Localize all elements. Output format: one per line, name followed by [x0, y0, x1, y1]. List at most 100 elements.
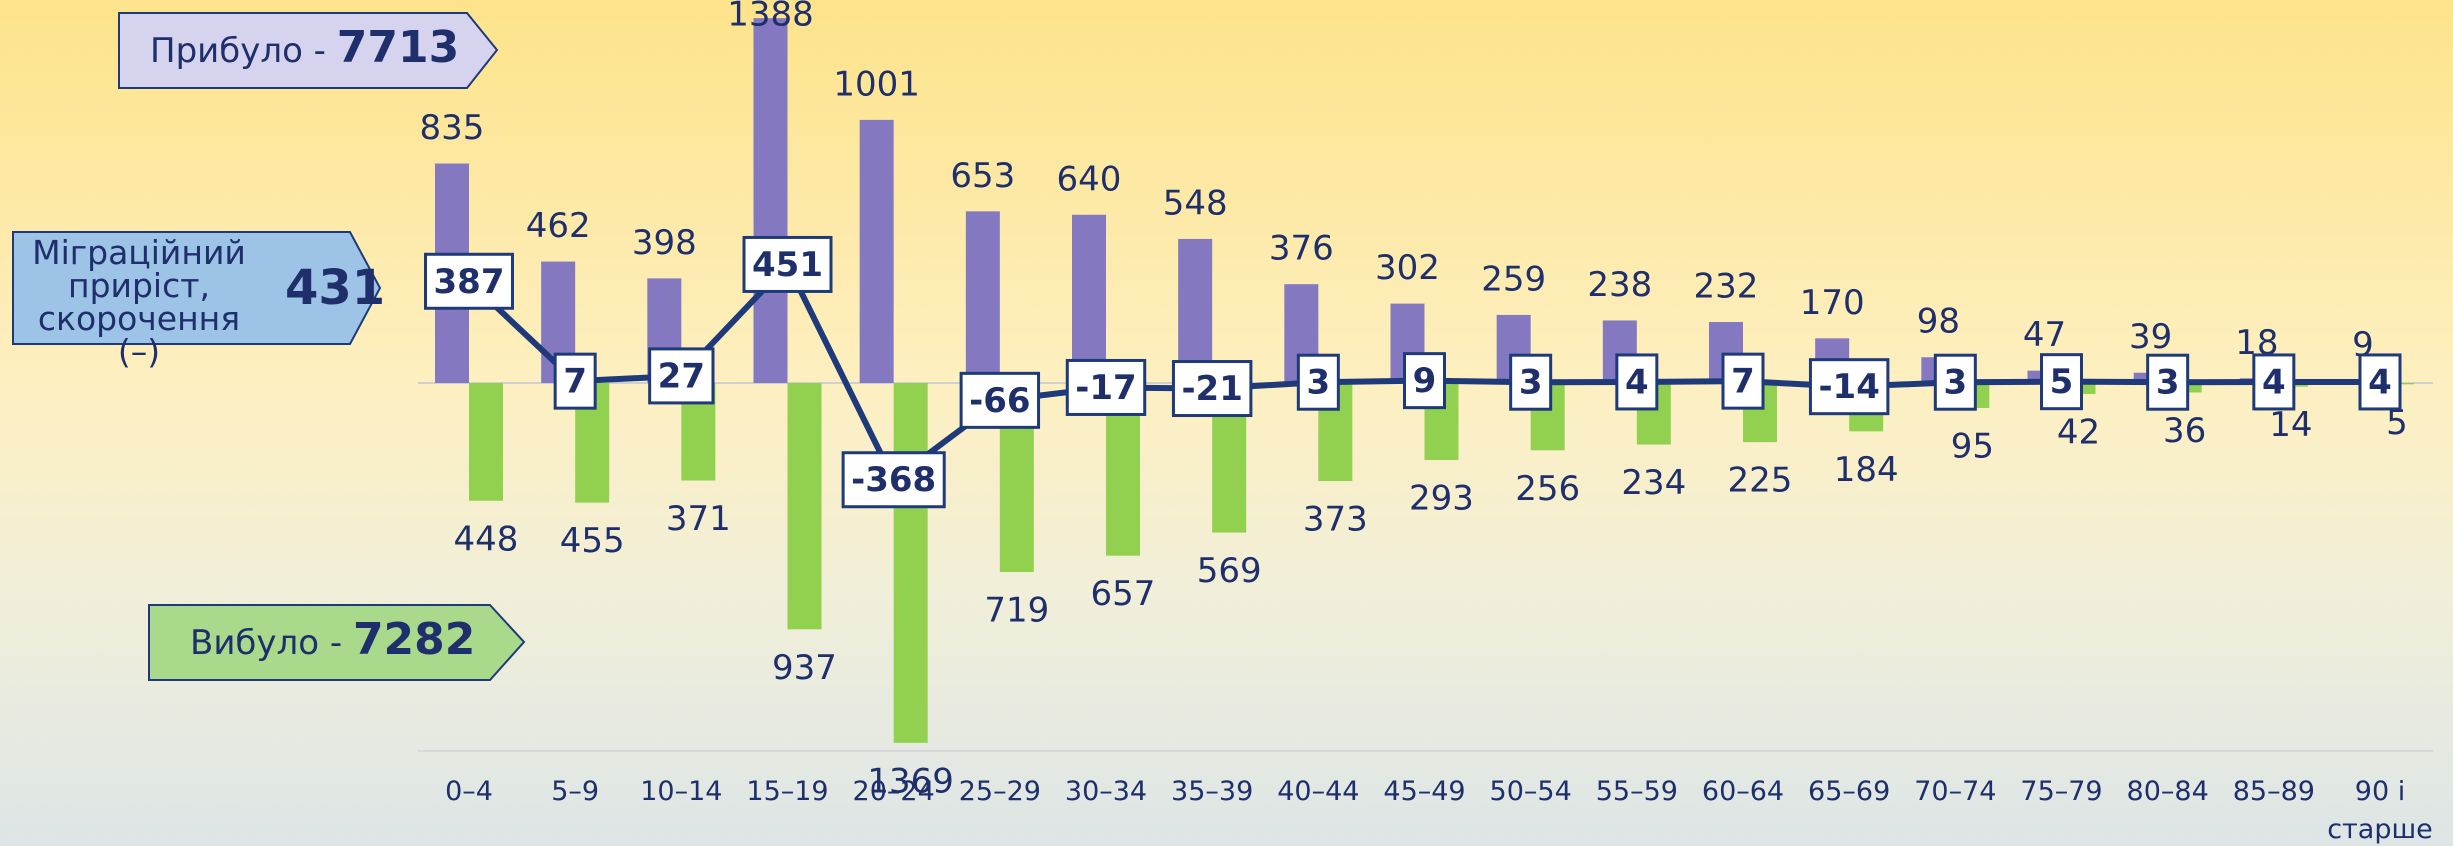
data-label: 234 [1621, 463, 1686, 503]
net-label: -66 [959, 371, 1041, 429]
x-tick-label: 60–64 [1701, 776, 1785, 807]
data-label: 170 [1800, 283, 1865, 323]
data-label: 548 [1163, 183, 1228, 223]
legend-arrived: Прибуло - 7713 [150, 22, 459, 73]
legend-label: Вибуло - [190, 623, 343, 663]
data-label: 39 [2129, 317, 2172, 357]
data-label: 371 [666, 499, 731, 539]
net-label: -17 [1065, 358, 1147, 416]
net-value: -14 [1818, 367, 1879, 407]
bar [469, 383, 503, 501]
legend-departed-box [148, 604, 526, 681]
bar [753, 18, 788, 383]
x-tick-label: 10–14 [640, 776, 723, 807]
data-label: 653 [950, 156, 1015, 196]
net-box [1403, 352, 1446, 410]
data-label: 448 [454, 519, 519, 559]
data-label: 455 [560, 521, 625, 561]
net-box [2146, 353, 2190, 411]
data-label: 36 [2163, 411, 2206, 451]
net-label: 451 [742, 235, 833, 293]
data-label: 238 [1587, 265, 1652, 305]
net-label: 9 [1403, 352, 1446, 410]
net-label: -21 [1171, 360, 1253, 418]
net-label: 3 [1296, 353, 1340, 411]
data-label: 42 [2057, 413, 2100, 453]
data-label: 376 [1269, 229, 1334, 269]
data-label: 98 [1917, 302, 1960, 342]
net-box [1065, 358, 1147, 416]
legend-arrived-box [118, 12, 499, 89]
net-box [424, 252, 514, 310]
x-tick-label: 5–9 [551, 776, 600, 807]
net-box [648, 347, 715, 405]
net-value: -17 [1075, 368, 1136, 408]
data-label: 937 [772, 648, 837, 688]
net-box [1721, 352, 1765, 410]
data-label: 640 [1057, 159, 1122, 199]
x-tick-label: 0–4 [445, 776, 493, 807]
x-tick-label: 75–79 [2020, 776, 2103, 807]
data-label: 1388 [727, 0, 814, 35]
data-label: 5 [2386, 403, 2408, 443]
x-tick-label: 80–84 [2126, 776, 2209, 807]
data-label: 47 [2023, 315, 2066, 355]
data-label: 259 [1481, 259, 1546, 299]
net-value: -66 [969, 381, 1030, 421]
net-value: 9 [1413, 361, 1437, 401]
net-box [1933, 353, 1977, 411]
data-label: 14 [2269, 405, 2312, 445]
net-label: 387 [424, 252, 514, 310]
data-label: 1001 [833, 64, 920, 104]
net-value: 3 [2156, 363, 2180, 403]
x-tick-label: 20–24 [852, 776, 935, 807]
net-label: -14 [1808, 358, 1890, 416]
legend-net-total: 431 [285, 260, 386, 316]
net-box [2252, 353, 2296, 411]
x-tick-label: 25–29 [958, 776, 1041, 807]
data-label: 462 [526, 206, 591, 246]
net-box [553, 352, 597, 410]
net-value: 3 [1519, 363, 1543, 403]
net-label: 7 [1721, 352, 1765, 410]
net-box [1808, 358, 1890, 416]
net-label: 4 [2252, 353, 2296, 411]
net-label: -368 [841, 451, 946, 509]
net-label: 4 [2358, 353, 2402, 411]
data-label: 293 [1409, 479, 1474, 519]
net-value: 4 [2262, 362, 2286, 402]
net-value: 3 [1943, 363, 1967, 403]
x-tick-label: 45–49 [1383, 776, 1466, 807]
net-value: 451 [752, 245, 823, 285]
bar [859, 119, 894, 383]
net-value: 4 [1625, 362, 1649, 402]
net-box [1615, 353, 1659, 411]
net-label: 7 [553, 352, 597, 410]
net-value: -368 [851, 460, 936, 500]
legend-total: 7282 [352, 614, 476, 665]
net-label: 5 [2040, 353, 2083, 411]
data-label: 569 [1197, 551, 1262, 591]
x-tick-label: 90 і старше [2327, 776, 2433, 845]
data-label: 184 [1834, 450, 1899, 490]
net-box [841, 451, 946, 509]
x-tick-label: 15–19 [746, 776, 829, 807]
x-tick-label: 85–89 [2232, 776, 2315, 807]
bar [893, 383, 928, 743]
data-label: 302 [1375, 248, 1440, 288]
net-label: 3 [1509, 353, 1553, 411]
legend-departed: Вибуло - 7282 [190, 614, 475, 665]
net-label: 3 [2146, 353, 2190, 411]
bar [1072, 214, 1106, 383]
legend-net-label: Міграційний приріст, скорочення (–) [32, 233, 246, 371]
net-label: 27 [648, 347, 715, 405]
data-label: 657 [1091, 574, 1156, 614]
net-box [1296, 353, 1340, 411]
data-label: 373 [1303, 500, 1368, 540]
net-box [2040, 353, 2083, 411]
x-tick-label: 70–74 [1914, 776, 1997, 807]
net-box [1509, 353, 1553, 411]
net-value: 4 [2368, 362, 2392, 402]
